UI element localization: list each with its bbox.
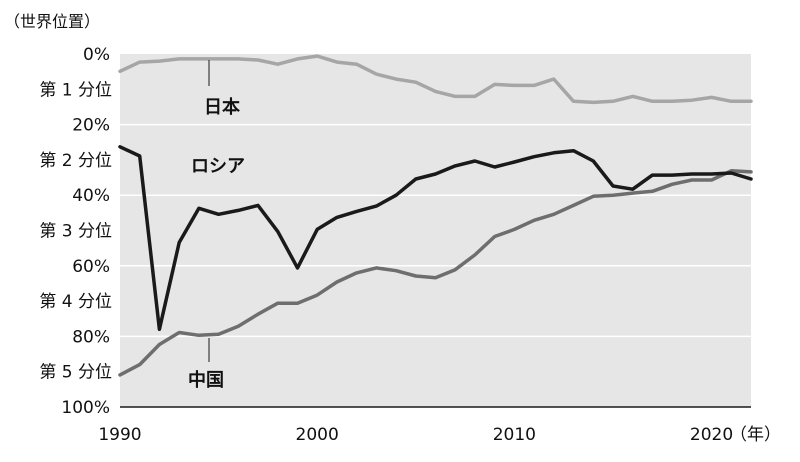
plot-background bbox=[120, 54, 751, 407]
series-line-china bbox=[118, 169, 753, 377]
x-axis-tick-labels: 1990 2000 2010 2020 bbox=[98, 425, 733, 445]
series-line-russia bbox=[118, 145, 753, 332]
y-tick-label: 0% bbox=[83, 45, 110, 65]
y-axis-tick-labels: 0% 20% 40% 60% 80% 100% bbox=[61, 45, 110, 418]
series-annotation-label: 日本 bbox=[204, 96, 240, 118]
y-tick-label: 100% bbox=[61, 398, 110, 418]
y-tick-label: 80% bbox=[72, 327, 110, 347]
quantile-band-labels: 第 1 分位第 2 分位第 3 分位第 4 分位第 5 分位 bbox=[39, 80, 112, 382]
series-annotation-label: ロシア bbox=[191, 156, 245, 177]
series-annotation-label: 中国 bbox=[188, 369, 224, 391]
quantile-band-label: 第 2 分位 bbox=[39, 151, 112, 171]
quantile-band-label: 第 5 分位 bbox=[39, 363, 112, 383]
quantile-band-label: 第 4 分位 bbox=[39, 292, 112, 312]
quantile-band-label: 第 3 分位 bbox=[39, 222, 112, 242]
x-tick-label: 2020 bbox=[690, 425, 733, 445]
y-tick-label: 40% bbox=[72, 186, 110, 206]
x-tick-label: 2000 bbox=[296, 425, 339, 445]
x-tick-label: 2010 bbox=[493, 425, 536, 445]
y-tick-label: 20% bbox=[72, 116, 110, 136]
y-axis-unit-label: （世界位置） bbox=[4, 12, 100, 31]
quantile-band-label: 第 1 分位 bbox=[39, 80, 112, 100]
x-tick-label: 1990 bbox=[98, 425, 141, 445]
series-line-japan bbox=[118, 54, 753, 105]
y-tick-label: 60% bbox=[72, 257, 110, 277]
grid-lines bbox=[120, 123, 751, 338]
series-lines bbox=[118, 54, 753, 377]
x-axis-unit-label: （年） bbox=[730, 425, 781, 445]
